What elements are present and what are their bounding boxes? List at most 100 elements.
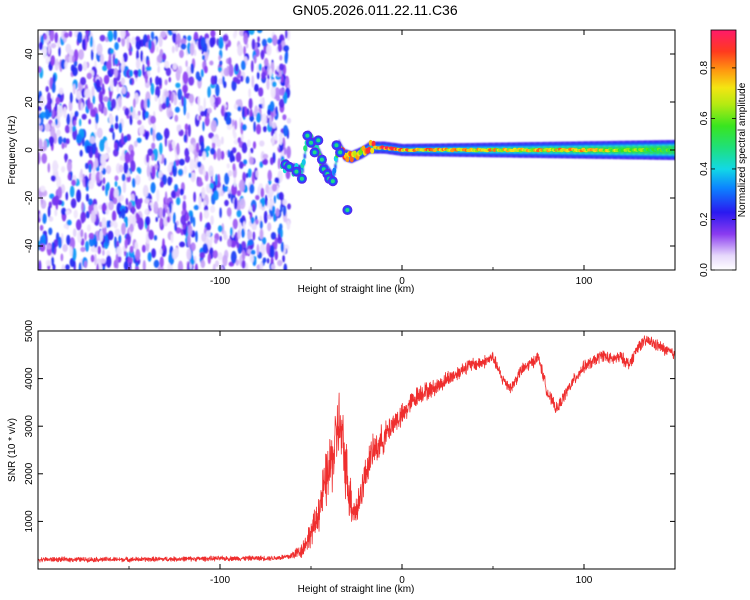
- noise-blob: [153, 235, 158, 241]
- snr-ytick-label: 5000: [24, 319, 35, 342]
- noise-blob: [80, 211, 86, 223]
- noise-blob: [65, 43, 72, 54]
- noise-blob: [187, 35, 192, 42]
- noise-blob: [284, 52, 288, 64]
- spectrogram-panel: -100 0 100 -40 -20 0 20 40 Height of straight l…: [7, 29, 676, 295]
- noise-blob: [248, 88, 252, 98]
- noise-blob: [145, 216, 151, 226]
- noise-blob: [62, 137, 67, 144]
- spectrogram-heatmap: [38, 30, 675, 270]
- noise-blob: [150, 182, 156, 194]
- noise-blob: [48, 136, 55, 145]
- noise-blob: [210, 30, 216, 38]
- noise-blob: [271, 263, 276, 270]
- noise-blob: [210, 75, 216, 86]
- noise-blob: [114, 58, 119, 65]
- cluster-core: [287, 164, 292, 169]
- noise-blob: [235, 259, 239, 266]
- noise-blob: [82, 61, 88, 71]
- noise-blob: [73, 49, 79, 62]
- noise-blob: [224, 172, 230, 185]
- noise-blob: [167, 207, 170, 217]
- noise-blob: [106, 181, 110, 191]
- ridge-band: [372, 147, 374, 149]
- noise-blob: [174, 114, 179, 122]
- noise-blob: [255, 170, 259, 178]
- noise-blob: [103, 74, 110, 85]
- noise-blob: [186, 112, 190, 120]
- noise-blob: [226, 65, 229, 77]
- noise-blob: [237, 44, 244, 57]
- cluster-core: [299, 176, 304, 181]
- noise-blob: [231, 79, 237, 92]
- noise-blob: [171, 45, 175, 54]
- noise-blob: [61, 166, 66, 173]
- noise-blob: [86, 72, 93, 80]
- noise-blob: [241, 249, 246, 261]
- noise-blob: [41, 234, 46, 247]
- noise-blob: [112, 197, 118, 205]
- spectrogram-xtick-label: 0: [399, 276, 405, 287]
- snr-ytick-label: 4000: [24, 367, 35, 390]
- snr-axes: -100 0 100 1000 2000 3000 4000 5000: [24, 319, 676, 586]
- cluster-core: [319, 157, 324, 162]
- noise-blob: [195, 230, 198, 243]
- noise-blob: [67, 160, 72, 173]
- noise-blob: [129, 245, 134, 253]
- noise-blob: [85, 240, 89, 252]
- cluster-core: [338, 150, 343, 155]
- noise-blob: [77, 63, 83, 72]
- noise-blob: [200, 141, 205, 153]
- noise-blob: [233, 197, 238, 210]
- noise-blob: [250, 249, 256, 255]
- noise-blob: [269, 68, 273, 77]
- noise-blob: [235, 63, 239, 72]
- noise-blob: [264, 194, 268, 207]
- noise-blob: [152, 129, 156, 142]
- noise-blob: [286, 146, 292, 159]
- noise-blob: [51, 256, 55, 266]
- noise-blob: [277, 259, 283, 267]
- noise-blob: [164, 60, 170, 69]
- noise-blob: [286, 30, 291, 41]
- noise-blob: [243, 32, 249, 45]
- noise-blob: [241, 124, 247, 131]
- noise-blob: [63, 223, 69, 229]
- noise-blob: [115, 253, 119, 265]
- noise-blob: [97, 152, 101, 165]
- noise-blob: [149, 77, 152, 86]
- noise-blob: [117, 196, 122, 204]
- noise-blob: [88, 232, 95, 240]
- noise-blob: [94, 158, 98, 168]
- noise-blob: [62, 244, 68, 252]
- noise-blob: [252, 141, 257, 150]
- noise-blob: [212, 141, 216, 150]
- noise-blob: [216, 148, 222, 161]
- noise-blob: [110, 221, 114, 227]
- noise-blob: [156, 160, 160, 173]
- noise-blob: [239, 179, 245, 193]
- noise-blob: [95, 112, 99, 124]
- noise-blob: [270, 232, 277, 240]
- noise-blob: [47, 162, 51, 173]
- noise-blob: [207, 86, 211, 98]
- noise-blob: [78, 49, 84, 60]
- noise-blob: [120, 30, 126, 39]
- noise-blob: [253, 256, 257, 263]
- noise-blob: [283, 45, 290, 52]
- noise-blob: [135, 174, 141, 186]
- noise-blob: [122, 181, 127, 194]
- spectrogram-ytick-label: -40: [24, 238, 35, 253]
- noise-blob: [78, 262, 82, 270]
- noise-blob: [171, 165, 175, 174]
- noise-blob: [234, 120, 238, 130]
- noise-blob: [228, 170, 233, 177]
- noise-blob: [94, 253, 97, 266]
- noise-blob: [242, 171, 246, 183]
- noise-blob: [270, 257, 274, 265]
- noise-blob: [123, 135, 128, 143]
- noise-blob: [133, 98, 136, 109]
- cluster-core: [309, 140, 313, 145]
- noise-blob: [147, 251, 152, 262]
- colorbar-label: Normalized spectral amplitude: [737, 82, 748, 217]
